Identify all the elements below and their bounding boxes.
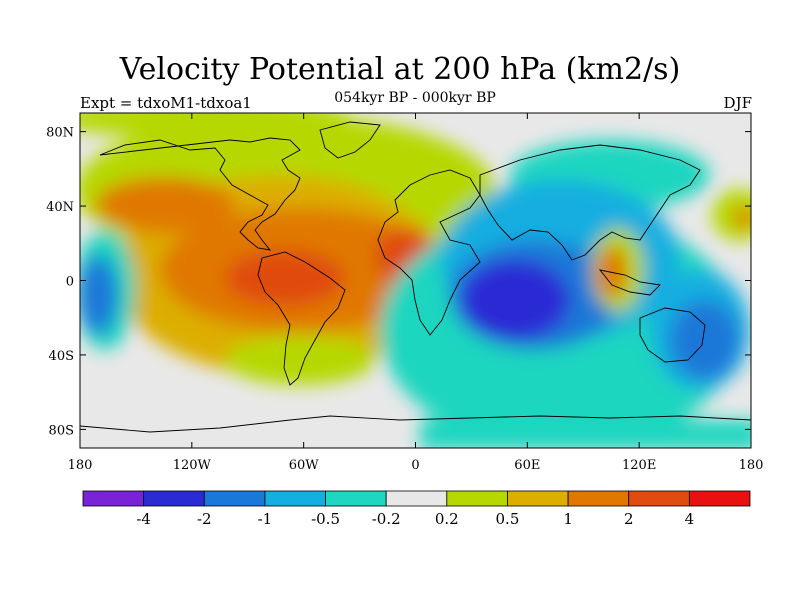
x-tick-label: 120W xyxy=(173,458,212,473)
experiment-label: Expt = tdxoM1-tdxoa1 xyxy=(80,94,252,112)
colorbar-swatch xyxy=(325,490,387,507)
colorbar-swatch xyxy=(567,490,630,507)
x-tick-label: 120E xyxy=(622,458,656,473)
colorbar: -4 -2 -1 -0.5 -0.2 0.2 0.5 1 2 4 xyxy=(82,490,751,528)
colorbar-label: -4 xyxy=(136,510,151,528)
colorbar-swatch xyxy=(628,490,690,507)
colorbar-swatch xyxy=(507,490,569,507)
x-tick-label: 0 xyxy=(411,458,419,473)
colorbar-swatch xyxy=(688,490,751,507)
colorbar-label: -0.5 xyxy=(311,510,340,528)
season-label: DJF xyxy=(723,94,752,112)
colorbar-label: -0.2 xyxy=(372,510,401,528)
colorbar-label: -2 xyxy=(197,510,212,528)
colorbar-swatch xyxy=(446,490,508,507)
plot-title: Velocity Potential at 200 hPa (km2/s) xyxy=(119,52,681,87)
plot-subtitle: 054kyr BP - 000kyr BP xyxy=(334,90,496,106)
y-tick-label: 40S xyxy=(49,349,74,364)
map-area xyxy=(80,113,751,448)
colorbar-label: 0.2 xyxy=(435,510,459,528)
colorbar-swatch xyxy=(143,490,205,507)
x-tick-label: 60W xyxy=(289,458,320,473)
asia-coast xyxy=(479,144,701,261)
colorbar-label: 0.5 xyxy=(496,510,520,528)
colorbar-swatch xyxy=(264,490,326,507)
axis-ticks: 180 120W 60W 0 60E 120E 180 80N 40N 0 40S 80S xyxy=(46,113,763,473)
antarctica-coast xyxy=(80,415,751,433)
europe-africa-coast xyxy=(377,169,481,336)
australia-coast xyxy=(639,307,706,363)
colorbar-label: 4 xyxy=(685,510,695,528)
x-tick-label: 60E xyxy=(514,458,540,473)
y-tick-label: 80N xyxy=(46,126,74,141)
north-america-coast xyxy=(99,137,301,251)
colorbar-label: 1 xyxy=(563,510,573,528)
colorbar-swatch xyxy=(82,490,145,507)
colorbar-swatch xyxy=(203,490,266,507)
y-tick-label: 40N xyxy=(46,200,74,215)
colorbar-swatch xyxy=(385,490,448,507)
colorbar-label: 2 xyxy=(624,510,634,528)
south-america-coast xyxy=(257,251,346,386)
greenland-coast xyxy=(319,121,381,159)
y-tick-label: 0 xyxy=(66,275,74,290)
x-tick-label: 180 xyxy=(68,458,93,473)
x-tick-label: 180 xyxy=(739,458,764,473)
colorbar-label: -1 xyxy=(258,510,273,528)
y-tick-label: 80S xyxy=(49,423,74,438)
indonesia-coast xyxy=(598,269,661,296)
coastlines xyxy=(80,121,751,433)
